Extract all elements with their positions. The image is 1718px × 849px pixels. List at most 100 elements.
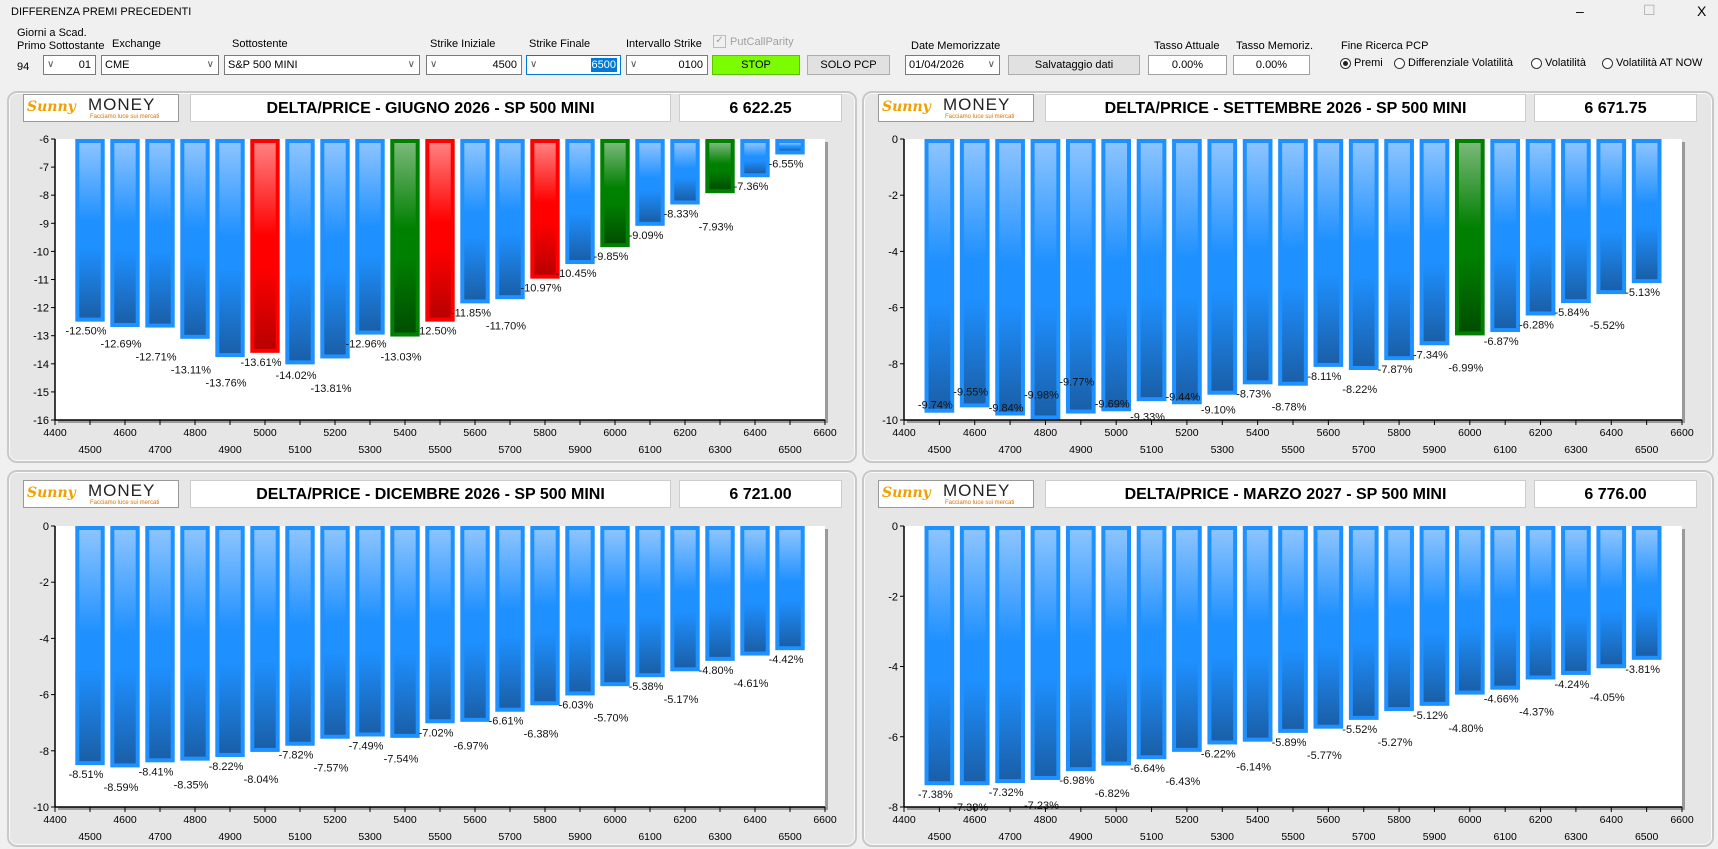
sunny-money-logo: Sunny MONEY Facciamo luce sui mercati <box>23 480 179 508</box>
y-tick-label: -2 <box>888 591 898 603</box>
data-label: -7.38% <box>953 802 988 814</box>
radio-label: Differenziale Volatilità <box>1408 57 1513 69</box>
bar-fill <box>79 143 101 318</box>
radio-volatilita-at-now[interactable]: Volatilità AT NOW <box>1602 57 1702 69</box>
intervallo-strike-combo[interactable]: ∨ 0100 <box>626 55 708 75</box>
x-tick-label: 5400 <box>1246 427 1270 439</box>
minimize-button[interactable]: – <box>1576 3 1584 19</box>
primo-sottostante-combo[interactable]: ∨ 01 <box>43 55 96 75</box>
data-label: -4.66% <box>1484 694 1519 706</box>
data-label: -7.57% <box>314 763 349 775</box>
strike-iniziale-label: Strike Iniziale <box>430 38 496 50</box>
data-label: -3.81% <box>1625 664 1660 676</box>
x-tick-label: 6200 <box>1529 814 1553 826</box>
solo-pcp-button[interactable]: SOLO PCP <box>807 55 890 75</box>
bar-fill <box>1600 143 1623 291</box>
bar-fill <box>1211 530 1234 741</box>
chart-panel: Sunny MONEY Facciamo luce sui mercati DELT… <box>7 91 857 463</box>
x-tick-label: 5900 <box>1423 831 1447 843</box>
bar-fill <box>254 143 276 349</box>
y-tick-label: -8 <box>888 802 898 814</box>
data-label: -7.38% <box>918 789 953 801</box>
y-tick-label: 0 <box>892 521 898 533</box>
tasso-attuale-label: Tasso Attuale <box>1154 40 1220 52</box>
data-label: -4.05% <box>1590 692 1625 704</box>
x-tick-label: 4800 <box>1034 814 1058 826</box>
x-tick-label: 4900 <box>218 444 242 456</box>
data-label: -13.76% <box>206 378 247 390</box>
x-tick-label: 4800 <box>183 814 207 826</box>
radio-differenziale-volatilita[interactable]: Differenziale Volatilità <box>1394 57 1513 69</box>
data-label: -13.11% <box>171 365 211 377</box>
x-tick-label: 4400 <box>43 814 67 826</box>
x-tick-label: 5200 <box>323 427 347 439</box>
x-tick-label: 5200 <box>323 814 347 826</box>
x-tick-label: 4700 <box>148 444 172 456</box>
data-label: -8.51% <box>69 769 104 781</box>
x-tick-label: 5100 <box>1140 444 1164 456</box>
data-label: -13.03% <box>381 352 422 364</box>
y-tick-label: -14 <box>33 359 49 371</box>
radio-label: Premi <box>1354 57 1383 69</box>
data-label: -6.28% <box>1519 319 1554 331</box>
y-tick-label: -10 <box>33 802 49 814</box>
bar-fill <box>1352 143 1375 366</box>
data-label: -4.80% <box>1448 723 1483 735</box>
y-tick-label: 0 <box>892 134 898 146</box>
data-label: -5.38% <box>629 681 664 693</box>
bar-fill <box>1246 530 1269 738</box>
bar-fill <box>359 143 381 331</box>
bar-fill <box>674 143 696 201</box>
bar-fill <box>963 143 986 404</box>
bar-fill <box>1529 530 1552 676</box>
data-label: -5.77% <box>1307 750 1342 762</box>
bar-fill <box>1069 530 1092 768</box>
data-label: -6.38% <box>524 729 559 741</box>
radio-premi[interactable]: Premi <box>1340 57 1383 69</box>
bar-fill <box>928 530 951 782</box>
bar-fill <box>1352 530 1375 716</box>
stop-button[interactable]: STOP <box>712 55 800 75</box>
maximize-button[interactable]: ☐ <box>1643 2 1656 18</box>
bar-fill <box>569 143 591 261</box>
y-tick-label: -11 <box>34 275 49 287</box>
data-label: -5.17% <box>664 694 699 706</box>
data-label: -7.82% <box>279 750 314 762</box>
data-label: -8.59% <box>104 782 139 794</box>
x-tick-label: 6500 <box>778 831 802 843</box>
bar-fill <box>394 530 416 734</box>
x-tick-label: 4900 <box>218 831 242 843</box>
x-tick-label: 5700 <box>498 444 522 456</box>
radio-volatilita[interactable]: Volatilità <box>1531 57 1586 69</box>
bar-fill <box>639 530 661 674</box>
sottostante-value: S&P 500 MINI <box>228 59 298 71</box>
x-tick-label: 4500 <box>928 831 952 843</box>
bar-fill <box>1388 530 1410 708</box>
tasso-attuale-field[interactable]: 0.00% <box>1148 55 1227 75</box>
data-label: -9.69% <box>1095 398 1130 410</box>
x-tick-label: 6600 <box>813 814 837 826</box>
bar-fill <box>184 143 206 335</box>
salvataggio-dati-button[interactable]: Salvataggio dati <box>1008 55 1140 75</box>
data-label: -8.22% <box>209 761 244 773</box>
y-tick-label: -15 <box>33 387 49 399</box>
tasso-memoriz-field[interactable]: 0.00% <box>1233 55 1310 75</box>
strike-finale-label: Strike Finale <box>529 38 591 50</box>
data-label: -7.87% <box>1378 364 1413 376</box>
strike-iniziale-combo[interactable]: ∨ 4500 <box>426 55 522 75</box>
x-tick-label: 4400 <box>892 427 916 439</box>
radio-label: Volatilità <box>1545 57 1586 69</box>
chevron-down-icon: ∨ <box>407 59 415 70</box>
close-button[interactable]: X <box>1697 3 1707 19</box>
exchange-combo[interactable]: CME ∨ <box>101 55 219 75</box>
date-memorizzate-combo[interactable]: 01/04/2026 ∨ <box>905 55 1000 75</box>
data-label: -8.33% <box>664 208 699 220</box>
data-label: -4.42% <box>769 654 804 666</box>
x-tick-label: 6200 <box>1529 427 1553 439</box>
putcallparity-checkbox[interactable]: ✓ PutCallParity <box>713 35 794 48</box>
x-tick-label: 6000 <box>1458 427 1482 439</box>
x-tick-label: 5800 <box>533 427 557 439</box>
strike-finale-combo[interactable]: ∨ 6500 <box>526 55 621 75</box>
data-label: -7.93% <box>699 221 734 233</box>
sottostante-combo[interactable]: S&P 500 MINI ∨ <box>224 55 420 75</box>
